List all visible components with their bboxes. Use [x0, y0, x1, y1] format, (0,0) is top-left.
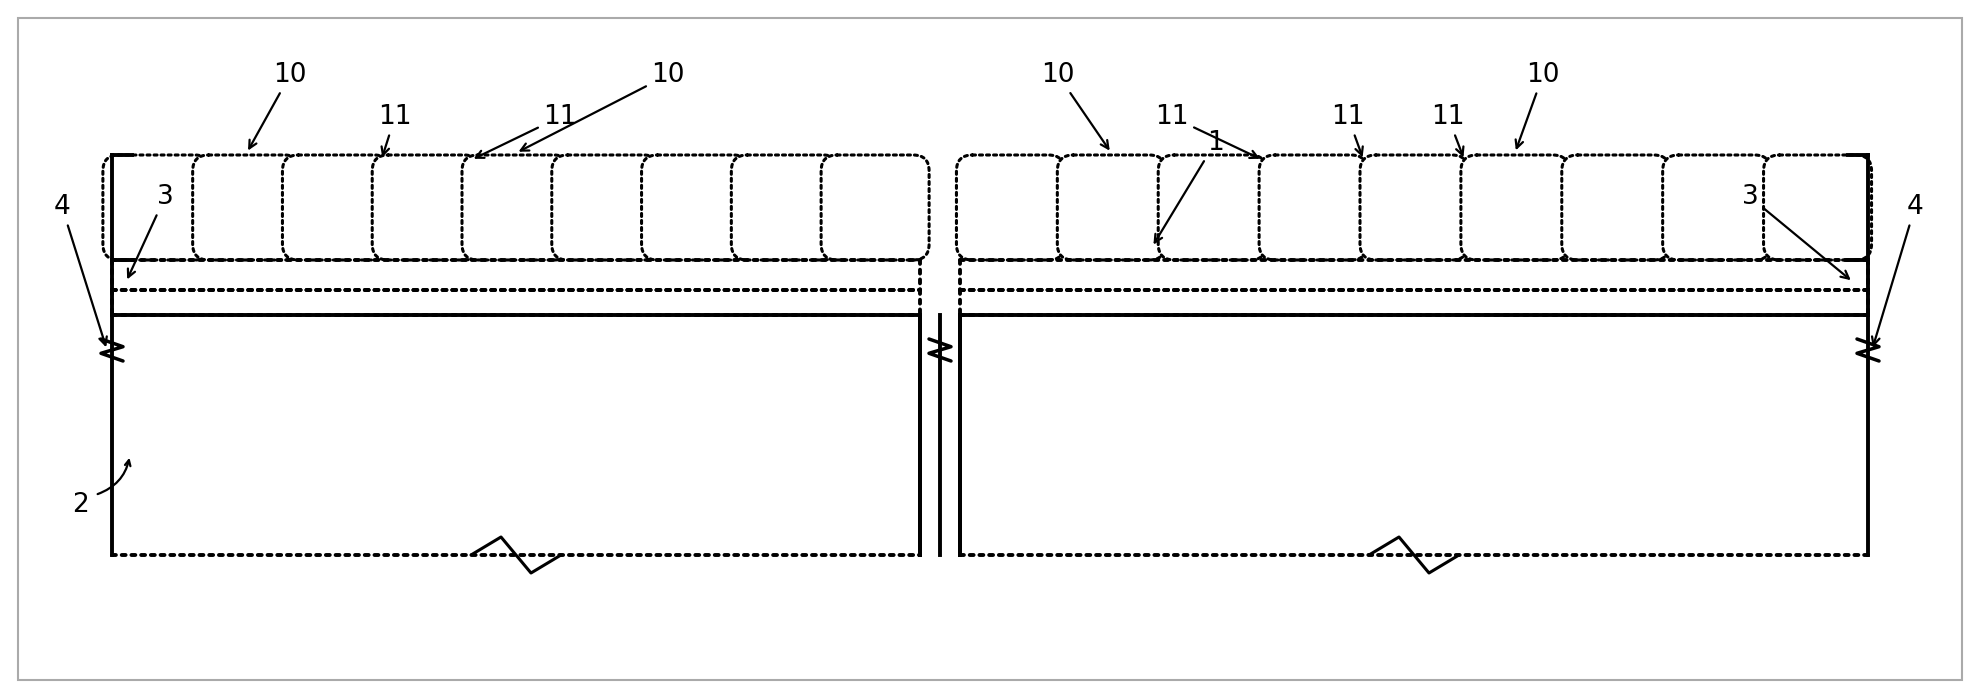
Text: 11: 11: [1331, 104, 1364, 155]
FancyBboxPatch shape: [552, 155, 659, 260]
FancyBboxPatch shape: [192, 155, 301, 260]
FancyBboxPatch shape: [1259, 155, 1366, 260]
Text: 10: 10: [249, 62, 307, 149]
FancyBboxPatch shape: [1663, 155, 1770, 260]
Text: 11: 11: [1432, 104, 1465, 155]
Text: 3: 3: [129, 184, 174, 277]
FancyBboxPatch shape: [1764, 155, 1871, 260]
FancyBboxPatch shape: [1461, 155, 1568, 260]
FancyBboxPatch shape: [283, 155, 390, 260]
Text: 3: 3: [1742, 184, 1849, 279]
Text: 4: 4: [1871, 194, 1923, 345]
Text: 4: 4: [53, 194, 107, 345]
FancyBboxPatch shape: [1562, 155, 1669, 260]
Text: 11: 11: [378, 104, 412, 155]
FancyBboxPatch shape: [822, 155, 929, 260]
Text: 10: 10: [1515, 62, 1560, 148]
Text: 11: 11: [1154, 104, 1257, 158]
Text: 10: 10: [521, 62, 685, 151]
FancyBboxPatch shape: [1158, 155, 1267, 260]
FancyBboxPatch shape: [103, 155, 212, 260]
Text: 1: 1: [1154, 130, 1224, 242]
FancyBboxPatch shape: [1057, 155, 1166, 260]
Text: 10: 10: [1041, 62, 1109, 149]
Text: 2: 2: [71, 492, 89, 518]
FancyBboxPatch shape: [731, 155, 840, 260]
FancyBboxPatch shape: [642, 155, 750, 260]
Text: 11: 11: [475, 104, 576, 158]
FancyBboxPatch shape: [956, 155, 1065, 260]
FancyBboxPatch shape: [461, 155, 570, 260]
FancyBboxPatch shape: [1360, 155, 1467, 260]
FancyBboxPatch shape: [372, 155, 481, 260]
